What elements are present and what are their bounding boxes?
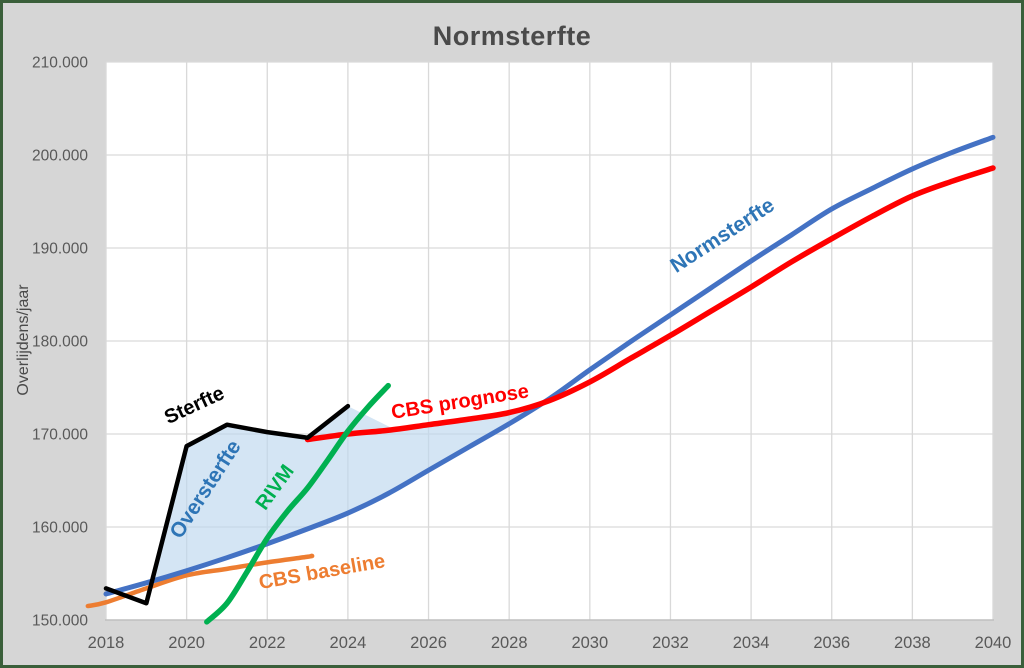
y-tick-label: 160.000: [32, 520, 88, 537]
y-tick-label: 150.000: [32, 613, 88, 630]
series-line-rivm: [204, 382, 391, 625]
x-tick-label: 2028: [491, 634, 528, 652]
x-tick-label: 2036: [813, 634, 850, 652]
y-tick-label: 200.000: [32, 148, 88, 165]
series-line-cbs_prognose: [304, 165, 996, 443]
x-tick-label: 2018: [88, 634, 125, 652]
x-tick-label: 2022: [249, 634, 286, 652]
x-tick-label: 2024: [330, 634, 367, 652]
y-tick-label: 190.000: [32, 241, 88, 258]
x-tick-label: 2038: [894, 634, 931, 652]
x-tick-label: 2040: [975, 634, 1012, 652]
x-tick-label: 2034: [733, 634, 770, 652]
chart-title: Normsterfte: [432, 21, 592, 51]
series-line-sterfte: [103, 403, 351, 606]
series-line-cbs_baseline: [85, 553, 315, 609]
x-tick-label: 2032: [652, 634, 689, 652]
x-tick-label: 2030: [571, 634, 608, 652]
x-tick-label: 2020: [168, 634, 205, 652]
y-tick-label: 210.000: [32, 55, 88, 72]
y-axis-title: Overlijdens/jaar: [15, 284, 32, 396]
y-tick-label: 180.000: [32, 334, 88, 351]
x-tick-label: 2026: [410, 634, 447, 652]
y-tick-label: 170.000: [32, 427, 88, 444]
area-oversterfte: [154, 402, 544, 581]
